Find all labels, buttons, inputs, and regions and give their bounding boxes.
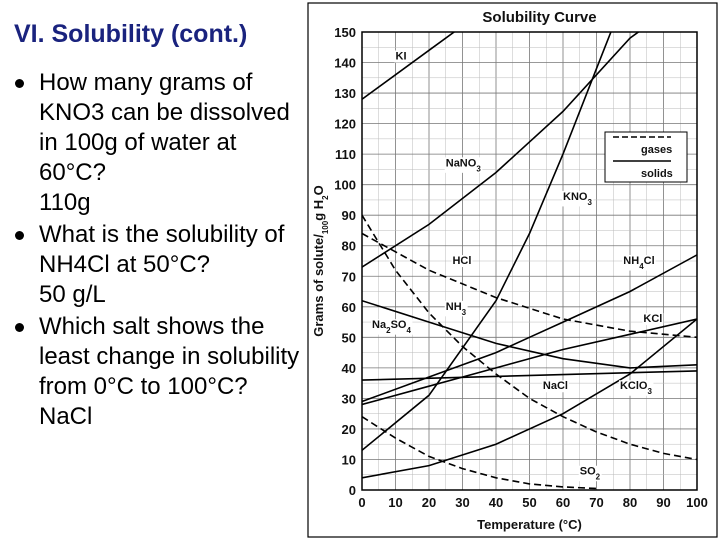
bullet-body: What is the solubility of NH4Cl at 50°C?… <box>39 220 310 310</box>
y-tick-label: 80 <box>342 239 356 254</box>
x-tick-label: 70 <box>589 495 603 510</box>
x-tick-label: 100 <box>686 495 708 510</box>
y-tick-label: 10 <box>342 452 356 467</box>
bullet-item: Which salt shows the least change in sol… <box>10 312 310 432</box>
series-line-kno3 <box>362 32 612 451</box>
series-label-nano3: NaNO3 <box>446 157 482 173</box>
solubility-chart: Solubility Curve 0 10 20 30 40 50 60 70 80 90 100 0 1… <box>305 0 720 540</box>
series-label-bg <box>444 300 468 317</box>
y-tick-label: 40 <box>342 361 356 376</box>
series-label-kclo3: KClO3 <box>620 380 653 396</box>
series-label-bg <box>622 255 656 271</box>
legend-label-solids: solids <box>641 168 673 180</box>
bullet-question: Which salt shows the least change in sol… <box>39 313 300 400</box>
x-tick-label: 50 <box>522 495 536 510</box>
legend-box <box>604 131 688 183</box>
bullet-dot-icon <box>15 79 24 88</box>
bullet-body: How many grams of KNO3 can be dissolved … <box>39 68 310 218</box>
series-label-bg <box>541 380 569 393</box>
series-line-na2so4 <box>362 299 697 369</box>
series-line-nano3 <box>362 32 640 268</box>
bullet-answer: 50 g/L <box>39 281 106 308</box>
series-label-hcl: HCl <box>452 255 471 267</box>
series-line-nh4cl <box>362 254 697 403</box>
y-tick-label: 130 <box>334 86 356 101</box>
series-label-ki: KI <box>396 50 407 62</box>
x-tick-label: 40 <box>489 495 503 510</box>
series-label-kcl: KCl <box>643 313 662 325</box>
series-label-bg <box>371 319 413 335</box>
legend-label-gases: gases <box>641 144 672 156</box>
bullet-item: What is the solubility of NH4Cl at 50°C?… <box>10 220 310 310</box>
bullet-dot-icon <box>15 323 24 332</box>
x-tick-label: 60 <box>556 495 570 510</box>
x-tick-label: 30 <box>455 495 469 510</box>
y-tick-label: 120 <box>334 117 356 132</box>
y-tick-label: 110 <box>335 147 356 162</box>
y-tick-label: 20 <box>342 422 356 437</box>
slide-title: VI. Solubility (cont.) <box>14 20 248 48</box>
series-line-ki <box>362 32 456 100</box>
series-line-kcl <box>362 318 697 406</box>
y-tick-label: 50 <box>342 330 356 345</box>
series-label-nh4cl: NH4Cl <box>623 255 654 271</box>
bullet-item: How many grams of KNO3 can be dissolved … <box>10 68 310 218</box>
series-label-kno3: KNO3 <box>563 191 592 207</box>
y-tick-label: 0 <box>349 483 356 498</box>
y-tick-label: 150 <box>334 25 356 40</box>
series-label-so2: SO2 <box>580 466 601 482</box>
series-label-bg <box>642 313 664 326</box>
series-label-bg <box>444 157 483 173</box>
x-tick-label: 0 <box>358 495 365 510</box>
x-tick-label: 80 <box>623 495 637 510</box>
y-tick-label: 90 <box>342 208 356 223</box>
series-line-so2 <box>362 416 597 490</box>
y-tick-label: 140 <box>334 56 356 71</box>
bullet-question: What is the solubility of NH4Cl at 50°C? <box>39 221 285 278</box>
x-axis-label: Temperature (°C) <box>477 517 582 532</box>
chart-svg: Solubility Curve 0 10 20 30 40 50 60 70 80 90 100 0 1… <box>307 2 718 538</box>
bullet-question: How many grams of KNO3 can be dissolved … <box>39 69 290 186</box>
series-line-nh3 <box>362 214 697 461</box>
series-label-nh3: NH3 <box>446 301 467 317</box>
x-tick-label: 10 <box>388 495 402 510</box>
y-tick-label: 100 <box>334 178 356 193</box>
series-label-bg <box>394 50 408 63</box>
bullet-answer: 110g <box>39 189 91 216</box>
bullet-dot-icon <box>15 231 24 240</box>
series-label-nacl: NaCl <box>543 380 568 392</box>
bullet-body: Which salt shows the least change in sol… <box>39 312 310 432</box>
series-line-nacl <box>362 370 697 381</box>
series-line-kclo3 <box>362 318 697 479</box>
series-label-bg <box>578 465 602 482</box>
y-axis-label: Grams of solute/100g H2O <box>311 185 330 336</box>
x-tick-label: 90 <box>656 495 670 510</box>
chart-frame <box>307 2 718 538</box>
series-label-na2so4: Na2SO4 <box>372 319 411 335</box>
y-tick-label: 30 <box>342 391 356 406</box>
plot-border <box>361 31 698 491</box>
y-tick-label: 70 <box>342 269 356 284</box>
series-label-bg <box>451 255 473 268</box>
x-tick-label: 20 <box>422 495 436 510</box>
chart-title: Solubility Curve <box>482 9 596 26</box>
series-label-bg <box>562 190 594 207</box>
y-tick-label: 60 <box>342 300 356 315</box>
series-label-bg <box>618 380 654 396</box>
bullet-answer: NaCl <box>39 403 93 430</box>
bullet-list: How many grams of KNO3 can be dissolved … <box>10 68 310 434</box>
